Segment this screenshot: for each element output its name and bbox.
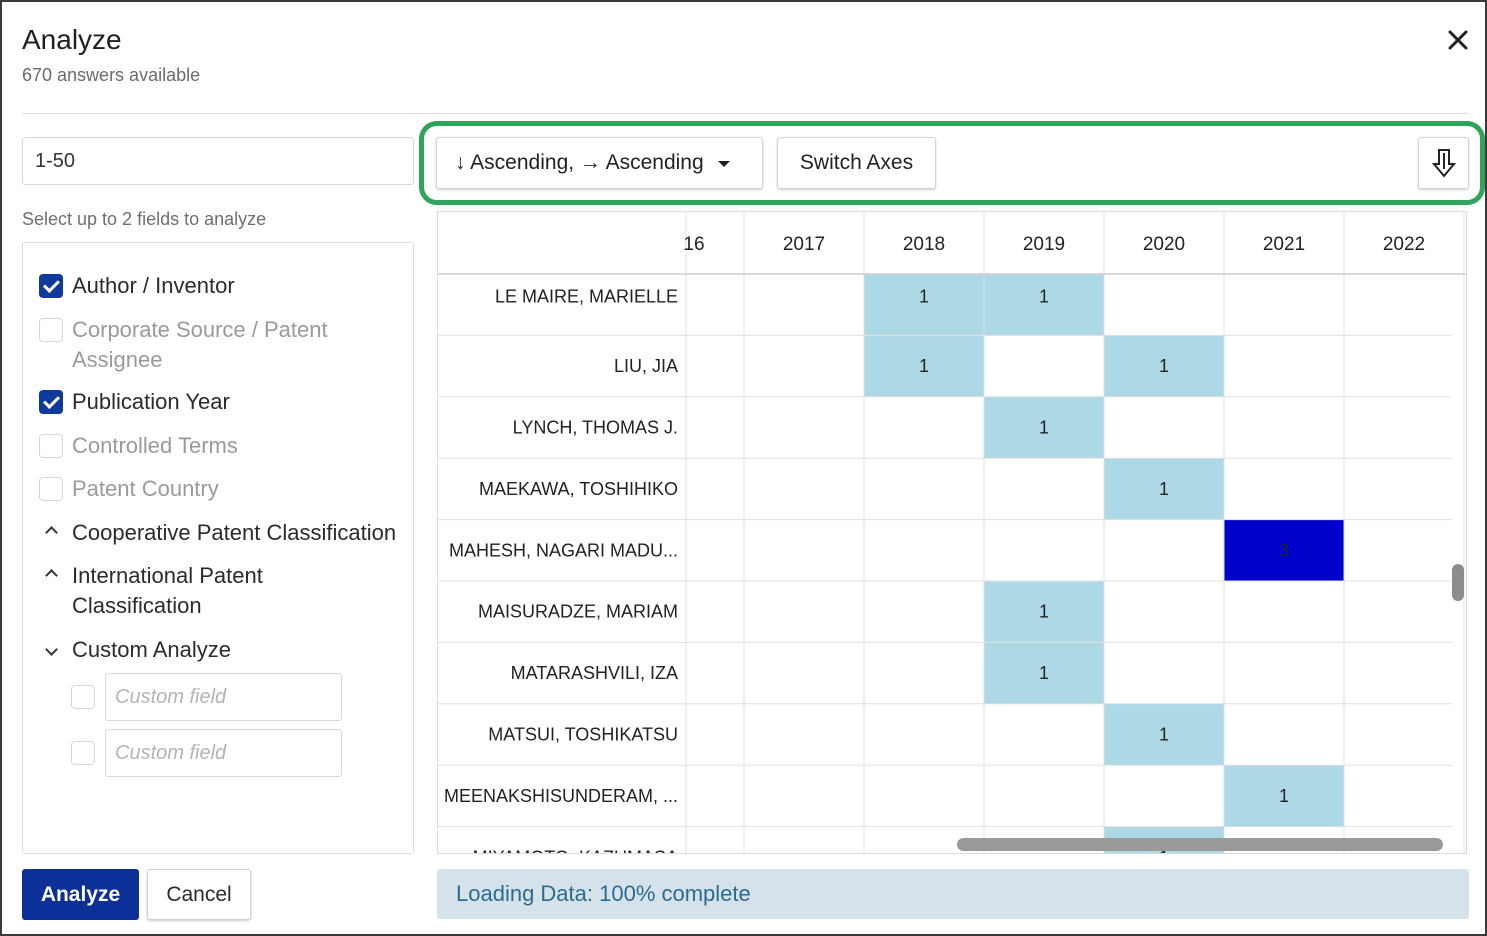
column-header: 2018 [903,234,945,255]
row-label: MIYAMOTO, KAZUMASA [473,847,678,854]
horizontal-scrollbar[interactable] [957,838,1443,851]
field-label: Controlled Terms [72,433,238,458]
matrix-cell-value: 1 [1159,725,1169,745]
checkbox-checked[interactable] [39,390,63,414]
custom-field-row [71,729,342,777]
column-header: 2020 [1143,234,1185,255]
matrix-cell-value: 1 [919,356,929,376]
field-author-inventor[interactable]: Author / Inventor [39,271,235,301]
column-header: 2021 [1263,234,1305,255]
group-label: International Patent Classification [72,563,263,618]
group-custom-analyze[interactable]: Custom Analyze [39,635,231,665]
group-international-patent-classification[interactable]: International Patent Classification [39,561,299,621]
chevron-up-icon [39,561,63,591]
row-label: MEENAKSHISUNDERAM, ... [444,786,678,806]
switch-axes-button[interactable]: Switch Axes [777,137,936,189]
group-cooperative-patent-classification[interactable]: Cooperative Patent Classification [39,518,396,548]
chevron-down-icon [39,635,63,665]
matrix-cell-fill [1104,458,1224,520]
row-label: MATSUI, TOSHIKATSU [488,725,678,745]
chevron-up-icon [39,518,63,548]
row-label: MAISURADZE, MARIAM [478,602,678,622]
field-label: Patent Country [72,476,219,501]
column-header: 16 [683,234,704,255]
matrix-cell-value: 1 [1039,287,1049,307]
field-list: Author / Inventor Corporate Source / Pat… [22,242,414,854]
checkbox-unchecked[interactable] [39,318,63,342]
header-divider [22,113,1469,114]
row-label: LIU, JIA [614,356,678,376]
matrix-cell-value: 1 [919,287,929,307]
vertical-scrollbar[interactable] [1452,564,1464,601]
group-label: Cooperative Patent Classification [72,520,397,545]
fields-hint: Select up to 2 fields to analyze [22,209,267,229]
matrix-cell-value: 1 [1159,356,1169,376]
sort-order-label: ↓ Ascending, → Ascending [455,151,704,174]
row-label: MAEKAWA, TOSHIHIKO [479,479,678,499]
cancel-button[interactable]: Cancel [147,869,251,920]
row-label: LYNCH, THOMAS J. [513,418,678,438]
column-header: 2019 [1023,234,1065,255]
row-label: MATARASHVILI, IZA [511,663,678,683]
matrix-cell-fill [1104,335,1224,397]
matrix-cell-fill [984,274,1104,336]
matrix-cell-fill [864,335,984,397]
download-button[interactable] [1418,137,1469,189]
matrix-svg: 16 2017 2018 2019 2020 2021 2022 LE MAIRE, MARI… [438,212,1466,854]
matrix-cell-value: 1 [1039,418,1049,438]
checkbox-unchecked[interactable] [39,434,63,458]
matrix-cell-value: 3 [1279,540,1289,560]
download-icon [1431,149,1456,178]
matrix-cell-fill [984,581,1104,643]
group-label: Custom Analyze [72,637,231,662]
sort-order-dropdown[interactable]: ↓ Ascending, → Ascending [436,137,763,189]
checkbox-unchecked[interactable] [71,685,95,709]
field-controlled-terms[interactable]: Controlled Terms [39,431,238,461]
checkbox-checked[interactable] [39,274,63,298]
matrix-cell-fill [1224,519,1344,581]
loading-status: Loading Data: 100% complete [437,869,1469,919]
custom-field-input[interactable] [105,729,342,777]
close-icon[interactable] [1442,24,1474,56]
matrix-cell-fill [1104,703,1224,766]
field-label: Publication Year [72,389,230,414]
field-corporate-source[interactable]: Corporate Source / Patent Assignee [39,315,359,375]
custom-field-input[interactable] [105,673,342,721]
analyze-button[interactable]: Analyze [22,869,139,920]
matrix-cell-value: 1 [1279,786,1289,806]
answers-count: 670 answers available [22,65,201,85]
matrix-cell-value: 1 [1159,479,1169,499]
matrix-cell-fill [984,396,1104,459]
field-patent-country[interactable]: Patent Country [39,474,219,504]
analysis-matrix[interactable]: 16 2017 2018 2019 2020 2021 2022 LE MAIRE, MARI… [437,211,1467,854]
range-input[interactable] [22,137,414,185]
matrix-cell-fill [984,642,1104,704]
dialog-title: Analyze [22,24,122,55]
field-label: Author / Inventor [72,273,235,298]
row-label: MAHESH, NAGARI MADU... [449,540,678,560]
field-label: Corporate Source / Patent Assignee [72,317,328,372]
field-publication-year[interactable]: Publication Year [39,387,230,417]
matrix-cell-fill [864,274,984,336]
matrix-cell-value: 1 [1039,602,1049,622]
caret-down-icon [717,161,730,167]
column-header: 2017 [783,234,825,255]
matrix-cell-fill [1224,765,1344,827]
custom-field-row [71,673,342,721]
column-header: 2022 [1383,234,1425,255]
checkbox-unchecked[interactable] [39,477,63,501]
checkbox-unchecked[interactable] [71,741,95,765]
switch-axes-label: Switch Axes [799,151,914,174]
row-label: LE MAIRE, MARIELLE [495,287,678,307]
matrix-cell-value: 1 [1039,663,1049,683]
